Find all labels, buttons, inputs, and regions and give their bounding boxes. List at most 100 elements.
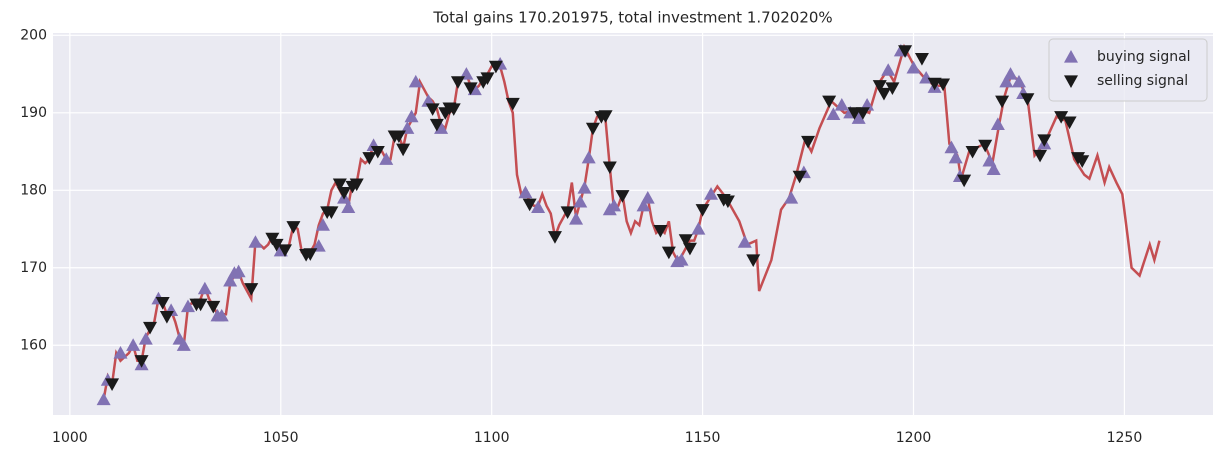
signal-marker xyxy=(341,200,356,213)
signal-marker xyxy=(143,321,158,335)
signal-marker xyxy=(446,103,461,116)
signal-marker xyxy=(695,204,710,217)
y-tick-label: 170 xyxy=(20,260,47,276)
signal-marker xyxy=(990,117,1005,131)
signal-marker xyxy=(463,82,478,96)
x-tick-label: 1100 xyxy=(474,430,510,446)
signal-marker xyxy=(661,246,676,260)
signal-marker xyxy=(784,191,799,204)
signal-marker xyxy=(678,234,693,247)
signal-marker xyxy=(278,244,292,257)
signal-marker xyxy=(408,74,423,88)
signal-marker xyxy=(615,190,630,203)
signal-marker xyxy=(248,235,263,248)
signal-marker xyxy=(999,74,1014,88)
legend-box xyxy=(1048,38,1208,102)
signal-marker xyxy=(957,174,972,188)
signal-marker xyxy=(1062,116,1077,130)
signal-marker xyxy=(792,170,807,184)
signal-marker xyxy=(986,162,1001,175)
signal-marker xyxy=(197,281,212,295)
signal-marker xyxy=(944,140,959,154)
signal-marker xyxy=(898,45,913,58)
signal-marker xyxy=(569,211,584,225)
signal-marker xyxy=(531,200,546,213)
signal-marker xyxy=(872,80,887,93)
signal-marker xyxy=(332,178,347,192)
signal-marker xyxy=(640,191,655,204)
signal-marker xyxy=(518,185,533,199)
signal-marker xyxy=(159,310,174,324)
signal-marker xyxy=(598,110,613,123)
signal-marker xyxy=(404,109,419,123)
signal-marker xyxy=(881,63,896,76)
signal-marker xyxy=(269,238,284,252)
signal-marker xyxy=(1011,74,1026,88)
signal-marker xyxy=(737,235,752,248)
signal-marker xyxy=(826,107,841,120)
signal-marker xyxy=(396,143,411,157)
x-tick-label: 1250 xyxy=(1107,430,1143,446)
price-line xyxy=(102,43,1161,400)
signal-marker xyxy=(434,121,449,134)
signal-marker xyxy=(978,139,993,153)
signal-marker xyxy=(391,130,406,144)
signal-marker xyxy=(1037,134,1052,147)
legend-marker xyxy=(1064,75,1078,88)
signal-marker xyxy=(315,218,330,231)
signal-marker xyxy=(522,198,537,212)
x-tick-label: 1200 xyxy=(896,430,932,446)
signal-marker xyxy=(560,206,575,219)
signal-marker xyxy=(180,299,195,313)
x-tick-label: 1000 xyxy=(52,430,88,446)
signal-marker xyxy=(1003,67,1018,80)
signal-marker xyxy=(105,378,120,392)
signal-marker xyxy=(324,206,339,219)
signal-marker xyxy=(505,97,520,111)
y-tick-label: 190 xyxy=(20,105,47,121)
legend-marker xyxy=(1064,50,1078,63)
y-tick-label: 200 xyxy=(20,27,47,43)
signal-marker xyxy=(653,224,668,238)
signal-marker xyxy=(607,198,622,212)
signal-marker xyxy=(704,187,719,200)
signal-marker xyxy=(674,253,689,266)
signal-marker xyxy=(370,145,385,159)
signal-marker xyxy=(914,52,929,66)
signal-marker xyxy=(223,273,238,287)
legend-label: buying signal xyxy=(1097,49,1191,65)
signal-marker xyxy=(113,346,128,359)
signal-marker xyxy=(1020,93,1035,106)
signal-marker xyxy=(349,178,364,192)
signal-marker xyxy=(450,76,465,89)
y-tick-label: 180 xyxy=(20,182,47,198)
signal-marker xyxy=(965,145,980,159)
signal-marker xyxy=(362,152,377,165)
signal-marker xyxy=(303,248,318,261)
signal-marker xyxy=(138,332,153,345)
signal-marker xyxy=(746,254,761,268)
signal-marker xyxy=(834,98,849,111)
signal-marker xyxy=(126,338,141,351)
y-tick-label: 160 xyxy=(20,337,47,353)
signal-marker xyxy=(682,242,697,256)
signal-marker xyxy=(720,195,735,209)
signal-marker xyxy=(982,153,997,167)
signal-marker xyxy=(425,103,440,116)
signal-marker xyxy=(691,222,706,235)
signal-marker xyxy=(801,135,816,149)
signal-marker xyxy=(581,150,596,164)
signal-marker xyxy=(1054,111,1069,124)
signal-marker xyxy=(547,231,562,244)
signal-marker xyxy=(585,122,600,136)
signal-marker xyxy=(602,161,617,175)
signal-marker xyxy=(176,338,191,351)
signal-marker xyxy=(995,95,1010,109)
signal-marker xyxy=(96,392,111,406)
signal-marker xyxy=(286,221,301,234)
signal-marker xyxy=(885,82,900,96)
signal-marker xyxy=(855,107,870,120)
signal-marker xyxy=(429,118,444,132)
signal-marker xyxy=(1075,155,1090,168)
